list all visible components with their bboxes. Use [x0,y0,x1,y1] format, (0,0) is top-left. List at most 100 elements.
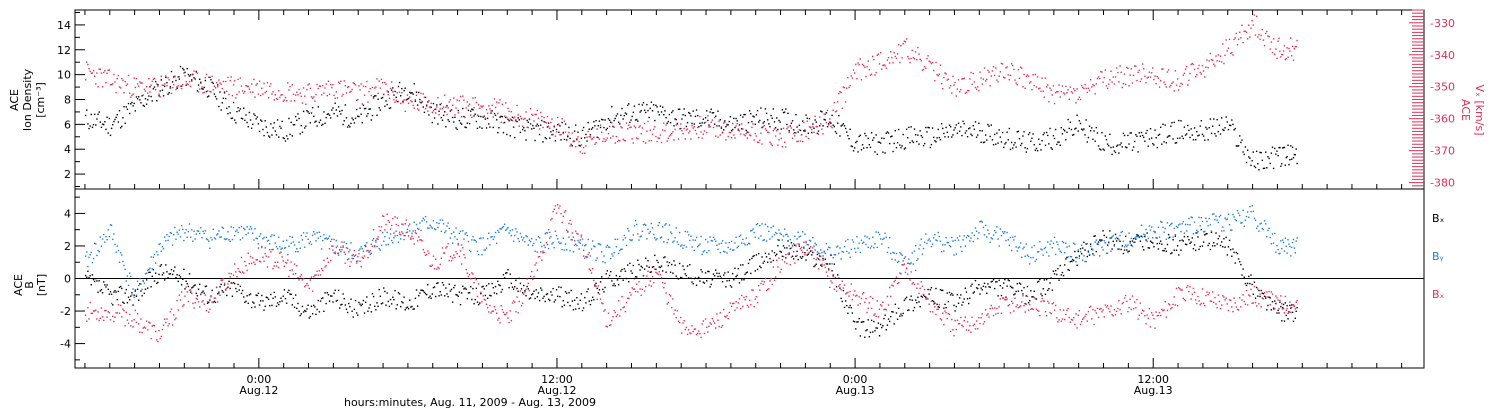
ion-density-point [1030,140,1032,142]
vx-point [1140,78,1143,80]
bz-point [556,204,559,206]
by-point [833,254,836,256]
by-point [1137,235,1139,238]
vx-point [128,92,131,94]
by-point [136,280,139,283]
vx-point [1237,38,1240,40]
vx-point [261,87,263,90]
bx-point [1226,254,1229,256]
by-point [281,247,283,249]
vx-point [642,140,645,143]
bz-point [153,325,156,327]
ion-density-point [266,131,269,134]
vx-point [633,125,636,127]
vx-point [1041,77,1043,79]
vx-point [1249,36,1251,38]
by-point [1017,247,1020,249]
ion-density-point [195,70,198,73]
vx-point [830,125,832,127]
by-point [401,231,403,233]
bz-point [554,205,557,207]
velocity-tick-label: -350 [1430,81,1455,94]
bx-point [115,291,117,293]
by-point [779,232,781,234]
bx-point [500,291,502,293]
ion-density-point [502,131,505,134]
by-point [914,245,917,247]
bz-point [191,292,193,295]
vx-point [987,69,989,72]
ion-density-point [751,120,753,123]
bx-point [138,299,140,301]
by-point [550,235,552,238]
ion-density-point [827,123,830,125]
ion-density-point [415,91,418,93]
ion-density-point [112,123,114,126]
bz-point [166,318,168,320]
bx-point [590,299,593,302]
by-point [457,242,459,245]
bz-point [361,256,364,259]
vx-point [514,116,516,118]
bz-point [217,301,219,303]
ion-density-point [1294,154,1296,156]
vx-point [540,111,542,114]
vx-point [542,126,544,129]
by-point [1166,222,1169,224]
vx-point [508,110,510,113]
by-point [464,233,466,235]
by-point [1284,237,1287,239]
by-point [1113,245,1116,247]
by-point [729,248,732,250]
ion-density-point [175,79,177,82]
by-point [357,260,359,262]
by-point [341,248,343,251]
vx-point [317,87,319,90]
bx-point [1271,301,1274,303]
bx-point [783,247,786,249]
vx-point [236,93,238,96]
bx-point [1191,237,1194,239]
bx-point [1048,287,1050,290]
by-point [1165,238,1168,240]
ion-density-point [1068,127,1070,130]
ion-density-point [1290,158,1293,160]
by-point [196,230,199,232]
bx-point [607,277,610,279]
ion-density-point [463,115,465,118]
bx-point [450,288,453,291]
bx-point [369,304,371,306]
by-point [1015,246,1017,248]
vx-point [353,82,356,85]
vx-point [998,75,1000,77]
vx-point [672,131,674,133]
ion-density-point [850,145,852,147]
vx-point [1050,89,1052,91]
by-point [1266,236,1268,238]
ion-density-point [165,76,167,79]
ion-density-point [869,146,872,149]
by-point [804,233,806,235]
ion-density-point [1025,151,1028,153]
bx-point [393,299,395,301]
bz-point [235,271,237,273]
by-point [1187,223,1189,226]
ion-density-point [792,129,795,131]
bx-point [1176,245,1179,247]
vx-point [899,61,901,64]
by-point [130,275,132,277]
vx-point [230,76,233,78]
by-point [818,252,821,255]
vx-point [680,123,682,125]
bz-point [122,308,124,310]
ion-density-point [88,127,90,130]
vx-point [135,77,138,80]
bz-point [257,247,260,249]
by-point [318,231,321,233]
bx-point [753,254,755,257]
vx-point [681,130,683,132]
ion-density-point [593,121,595,123]
by-point [1279,252,1281,255]
bx-point [1276,312,1278,314]
vx-point [1076,88,1078,90]
